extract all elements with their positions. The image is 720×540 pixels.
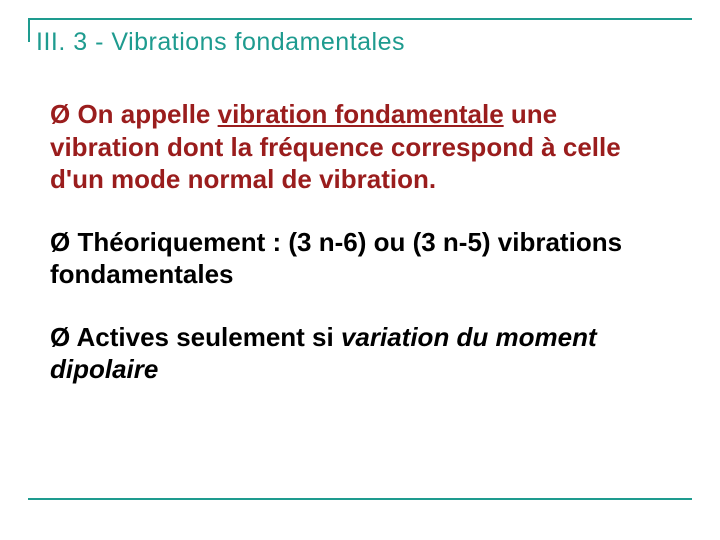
title-block: III. 3 - Vibrations fondamentales bbox=[28, 18, 692, 61]
bullet-1: Ø On appelle vibration fondamentale une … bbox=[50, 98, 660, 196]
bullet-icon: Ø bbox=[50, 322, 70, 352]
bullet-icon: Ø bbox=[50, 99, 70, 129]
bullet-2: Ø Théoriquement : (3 n-6) ou (3 n-5) vib… bbox=[50, 226, 660, 291]
bullet-3-pre: Actives seulement si bbox=[70, 322, 341, 352]
title-left-tick bbox=[28, 18, 30, 42]
bottom-rule bbox=[28, 498, 692, 500]
bullet-1-underlined: vibration fondamentale bbox=[218, 99, 504, 129]
bullet-2-text: Théoriquement : (3 n-6) ou (3 n-5) vibra… bbox=[50, 227, 622, 290]
bullet-1-pre: On appelle bbox=[70, 99, 217, 129]
bullet-3: Ø Actives seulement si variation du mome… bbox=[50, 321, 660, 386]
slide: III. 3 - Vibrations fondamentales Ø On a… bbox=[0, 0, 720, 540]
bullet-icon: Ø bbox=[50, 227, 70, 257]
slide-title: III. 3 - Vibrations fondamentales bbox=[28, 20, 692, 61]
slide-body: Ø On appelle vibration fondamentale une … bbox=[50, 98, 660, 416]
